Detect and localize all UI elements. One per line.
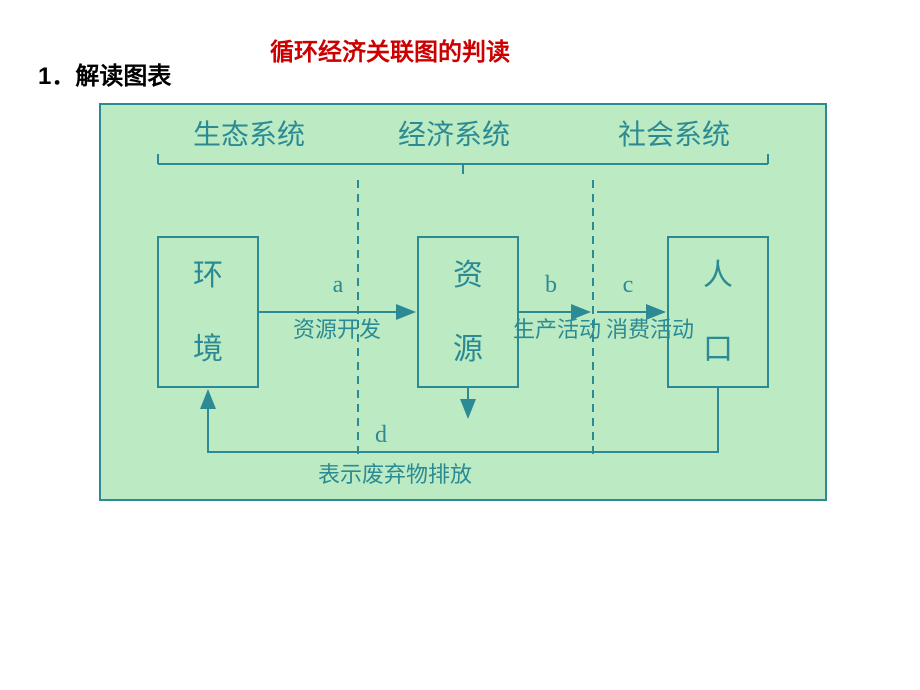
resource-node-label-2: 源	[453, 333, 483, 366]
arrow-c-annotation: 消费活动	[606, 317, 694, 342]
arrow-d-letter: d	[375, 422, 387, 448]
population-node-label-1: 人	[703, 259, 733, 292]
section-label-text: 1．解读图表	[38, 63, 171, 90]
arrow-b-letter: b	[545, 272, 557, 298]
diagram-container: 生态系统 经济系统 社会系统环境 资源 人口 a 资源开发 b 生产活动 c 消费活动 d 表示废弃物排…	[98, 102, 828, 502]
page-title: 循环经济关联图的判读	[270, 32, 510, 67]
circular-economy-diagram: 生态系统 经济系统 社会系统环境 资源 人口 a 资源开发 b 生产活动 c 消费活动 d 表示废弃物排…	[98, 102, 828, 502]
section-label: 1．解读图表	[38, 56, 171, 91]
system-label: 经济系统	[398, 119, 510, 151]
environment-node-label-1: 环	[193, 259, 223, 292]
resource-node-label-1: 资	[453, 259, 483, 292]
arrow-c-letter: c	[623, 272, 634, 298]
system-label: 社会系统	[618, 119, 730, 151]
arrow-a-annotation: 资源开发	[293, 317, 381, 342]
environment-node-label-2: 境	[193, 333, 223, 366]
system-label: 生态系统	[193, 119, 305, 151]
arrow-a-letter: a	[333, 272, 344, 298]
population-node-label-2: 口	[703, 333, 733, 366]
arrow-b-annotation: 生产活动	[513, 317, 601, 342]
arrow-d-annotation: 表示废弃物排放	[318, 462, 472, 487]
title-text: 循环经济关联图的判读	[270, 39, 510, 66]
